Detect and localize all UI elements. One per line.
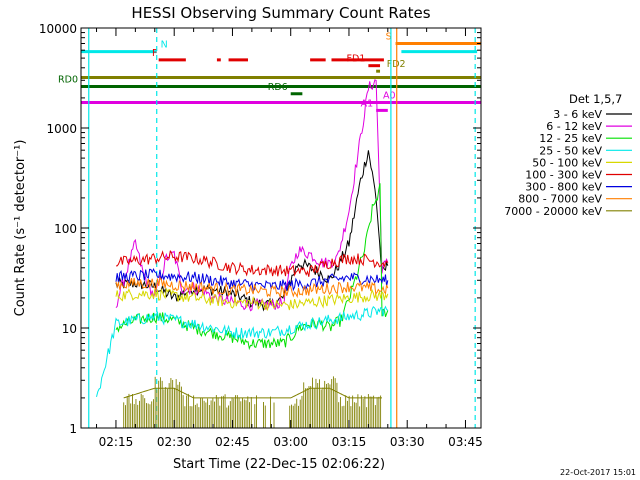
x-tick-label: 03:30 — [390, 435, 425, 449]
flag-label-rd0: RD0 — [58, 75, 78, 86]
legend-entry-label: 100 - 300 keV — [525, 169, 602, 182]
flag-label-rd6: RD6 — [268, 82, 288, 93]
y-tick-label: 10 — [62, 322, 77, 336]
series-line-6 — [116, 249, 389, 277]
y-axis-label: Count Rate (s⁻¹ detector⁻¹) — [13, 140, 28, 317]
series-lines — [96, 79, 389, 428]
y-tick-label: 1 — [69, 422, 77, 436]
y-tick-label: 1000 — [46, 122, 77, 136]
series-line-4 — [96, 305, 389, 398]
x-tick-label: 02:30 — [157, 435, 192, 449]
legend-entry-label: 6 - 12 keV — [546, 120, 602, 133]
footer-timestamp: 22-Oct-2017 15:01 — [560, 468, 636, 477]
series-line-5 — [115, 287, 389, 311]
x-tick-label: 03:45 — [448, 435, 483, 449]
legend-entry-label: 25 - 50 keV — [539, 144, 602, 157]
x-axis-label: Start Time (22-Dec-15 02:06:22) — [173, 457, 385, 472]
flag-label-a1: A1 — [361, 98, 374, 109]
y-tick-label: 10000 — [39, 22, 77, 36]
legend-entry-label: 800 - 7000 keV — [518, 193, 602, 206]
legend-entry-label: 300 - 800 keV — [525, 181, 602, 194]
legend-entry-label: 3 - 6 keV — [553, 108, 602, 121]
flag-label-s: S — [386, 31, 392, 42]
x-tick-label: 03:00 — [273, 435, 308, 449]
flag-label-fd1: FD1 — [347, 54, 366, 65]
x-tick-label: 03:15 — [332, 435, 367, 449]
y-tick-label: 100 — [54, 222, 77, 236]
axes: 02:15 02:30 02:45 03:00 03:15 03:30 03:45 1 10 10… — [39, 22, 483, 449]
legend-entry-label: 12 - 25 keV — [539, 132, 602, 145]
flag-label-n: N — [161, 40, 168, 51]
flag-bars: NFSFD1FD2RD0RD6A1A0 — [58, 31, 481, 112]
series-line-8 — [115, 276, 389, 299]
x-tick-label: 02:45 — [215, 435, 250, 449]
legend-title: Det 1,5,7 — [569, 92, 622, 106]
series-line-9 — [123, 387, 382, 399]
chart-title: HESSI Observing Summary Count Rates — [131, 4, 430, 22]
legend-entry-label: 50 - 100 keV — [532, 156, 602, 169]
x-tick-label: 02:15 — [99, 435, 134, 449]
legend-entry-label: 7000 - 20000 keV — [504, 205, 602, 218]
flag-label-f: F — [152, 48, 157, 59]
flag-label-a0: A0 — [383, 90, 396, 101]
